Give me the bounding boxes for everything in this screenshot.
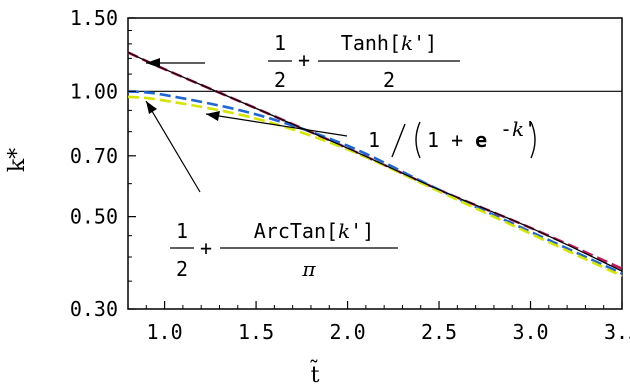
x-tick-label: 1.5 [238,320,274,344]
tanh-num-left: 1 [274,31,286,55]
logistic-one: 1 [368,128,380,152]
plot-area [127,17,623,310]
x-tick-label: 2.0 [329,320,365,344]
annotation-tanh: 1 2 + Tanh[k'] 2 [146,31,460,92]
x-axis-ticks: 1.0 1.5 2.0 2.5 3.0 3.5 [145,301,630,344]
logistic-exponent: -k' [500,117,536,141]
annotation-logistic: 1 1 + e -k' [205,111,536,159]
logistic-inner: 1 + e [427,128,487,152]
logistic-slash [391,123,406,158]
arctan-den-left: 2 [176,257,188,281]
x-tick-label: 2.5 [421,320,457,344]
y-tick-label: 0.50 [70,205,118,229]
tanh-den-left: 2 [274,68,286,92]
series-line-1 [127,51,623,272]
x-axis-title: t̃ [309,358,319,388]
arrowhead-arctan [146,101,157,114]
plot-frame [127,17,623,310]
arctan-den-right: π [301,257,316,281]
y-tick-label: 1.50 [70,6,118,30]
arrowhead-tanh [146,58,160,68]
arctan-plus: + [200,236,212,260]
y-tick-label: 0.30 [70,297,118,321]
series-line-3 [127,90,623,275]
x-tick-label: 3.0 [512,320,548,344]
series-group [127,51,623,278]
y-axis-title: k* [5,148,30,172]
logistic-paren-left [415,121,421,159]
arrow-arctan [145,100,201,193]
annotation-arctan: 1 2 + ArcTan[k'] π [145,100,398,281]
series-line-4 [127,95,623,278]
arctan-num-right: ArcTan[k'] [254,219,375,243]
y-tick-label: 0.70 [70,144,118,168]
x-tick-label: 1.0 [147,320,183,344]
tanh-plus: + [298,48,310,72]
tanh-den-right: 2 [383,68,395,92]
x-tick-label: 3.5 [604,320,630,344]
y-tick-label: 1.00 [70,79,118,103]
arctan-num-left: 1 [176,219,188,243]
tanh-num-right: Tanh[k'] [341,31,437,55]
arrowhead-logistic [206,111,220,121]
arrow-logistic [205,113,348,137]
logistic-paren-right [530,121,536,159]
y-axis-ticks: 0.30 0.50 0.70 1.00 1.50 [70,6,136,321]
